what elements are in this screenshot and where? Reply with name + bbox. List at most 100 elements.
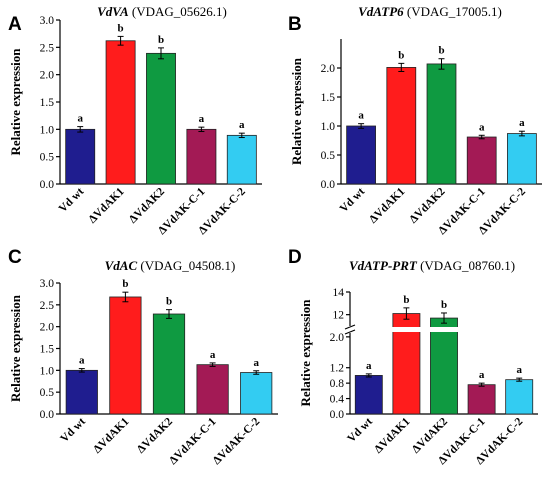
axis-break-mark bbox=[344, 329, 356, 335]
bar-4 bbox=[466, 136, 497, 185]
significance-label: a bbox=[199, 113, 205, 125]
significance-label: a bbox=[210, 349, 216, 361]
y-tick-label: 12 bbox=[333, 310, 345, 322]
chart-title-gene: VdVA bbox=[97, 4, 129, 19]
significance-label: b bbox=[398, 49, 404, 61]
panel-label: D bbox=[288, 247, 302, 268]
category-label: ΔVdAK-C-2 bbox=[211, 415, 263, 467]
y-axis-label: Relative expression bbox=[8, 294, 23, 402]
y-tick-label: 0.0 bbox=[330, 409, 345, 421]
chart-title: VdVA (VDAG_05626.1) bbox=[97, 4, 227, 19]
y-tick-label: 0.8 bbox=[330, 378, 345, 390]
panel-label: B bbox=[288, 14, 302, 35]
y-tick-label: 0.5 bbox=[40, 387, 55, 399]
significance-label: a bbox=[79, 355, 85, 367]
bar-1 bbox=[65, 369, 98, 415]
chart-title: VdAC (VDAG_04508.1) bbox=[105, 258, 236, 273]
chart-title-id: (VDAG_05626.1) bbox=[129, 4, 227, 19]
category-label: Vd wt bbox=[345, 416, 375, 446]
y-tick-label: 1.2 bbox=[330, 363, 345, 375]
y-tick-label: 3.0 bbox=[40, 278, 55, 290]
significance-label: a bbox=[479, 369, 485, 381]
bar-4 bbox=[467, 384, 496, 415]
significance-label: a bbox=[479, 121, 485, 133]
y-tick-label: 1.0 bbox=[321, 121, 336, 133]
y-tick-label: 0.5 bbox=[321, 150, 336, 162]
y-tick-label: 2.5 bbox=[40, 42, 55, 54]
panel-label: C bbox=[8, 247, 22, 268]
chart-title-id: (VDAG_17005.1) bbox=[404, 4, 502, 19]
category-label: ΔVdAK2 bbox=[407, 185, 447, 225]
chart-panel-c: C VdAC (VDAG_04508.1) Relative expression 0… bbox=[8, 247, 278, 467]
category-label: ΔVdAK1 bbox=[367, 185, 407, 225]
chart-title: VdATP6 (VDAG_17005.1) bbox=[358, 4, 502, 19]
y-tick-label: 2.0 bbox=[330, 332, 345, 344]
y-tick-label: 1.0 bbox=[40, 365, 55, 377]
category-label: ΔVdAK1 bbox=[91, 415, 131, 455]
significance-label: a bbox=[253, 357, 259, 369]
bar-3 bbox=[146, 52, 176, 185]
bar-1 bbox=[346, 125, 376, 185]
chart-title-id: (VDAG_04508.1) bbox=[137, 258, 235, 273]
y-tick-label: 3.0 bbox=[40, 15, 55, 27]
y-axis-label: Relative expression bbox=[298, 299, 313, 407]
bar-3 bbox=[430, 317, 458, 415]
bar-3 bbox=[426, 63, 457, 185]
bar-5 bbox=[505, 379, 534, 415]
bar-5 bbox=[226, 134, 257, 185]
bar-3 bbox=[152, 313, 186, 415]
category-label: ΔVdAK2 bbox=[135, 415, 175, 455]
bar-4 bbox=[196, 364, 229, 415]
significance-label: a bbox=[366, 360, 372, 372]
y-tick-label: 1.5 bbox=[321, 92, 336, 104]
chart-panel-b: B VdATP6 (VDAG_17005.1) Relative expressio… bbox=[288, 4, 542, 237]
bar-5 bbox=[240, 372, 273, 415]
category-label: ΔVdAK1 bbox=[372, 415, 412, 455]
bar-break-gap bbox=[391, 327, 421, 332]
significance-label: b bbox=[122, 278, 128, 290]
chart-title-id: (VDAG_08760.1) bbox=[417, 258, 515, 273]
category-label: Vd wt bbox=[338, 186, 368, 216]
category-label: Vd wt bbox=[58, 416, 88, 446]
y-tick-label: 14 bbox=[333, 287, 345, 299]
bar-5 bbox=[507, 133, 537, 185]
chart-title-gene: VdAC bbox=[105, 258, 138, 273]
chart-panel-a: A VdVA (VDAG_05626.1) Relative expression 0… bbox=[8, 4, 262, 237]
y-tick-label: 2.0 bbox=[321, 63, 336, 75]
y-tick-label: 1.5 bbox=[40, 97, 55, 109]
bar-1 bbox=[65, 128, 96, 185]
significance-label: b bbox=[118, 22, 124, 34]
axis-break-mark bbox=[344, 324, 356, 330]
bar-2 bbox=[386, 67, 417, 185]
y-tick-label: 1.0 bbox=[40, 124, 55, 136]
chart-title: VdATP-PRT (VDAG_08760.1) bbox=[349, 258, 515, 273]
significance-label: b bbox=[438, 45, 444, 57]
y-tick-label: 0.0 bbox=[40, 409, 55, 421]
significance-label: a bbox=[516, 364, 522, 376]
significance-label: b bbox=[403, 294, 409, 306]
y-tick-label: 0.0 bbox=[321, 179, 336, 191]
chart-title-gene: VdATP-PRT bbox=[349, 258, 418, 273]
bar-2 bbox=[105, 40, 136, 185]
category-label: Vd wt bbox=[57, 186, 87, 216]
y-tick-label: 1.5 bbox=[40, 344, 55, 356]
y-tick-label: 2.5 bbox=[40, 300, 55, 312]
bar-4 bbox=[186, 128, 217, 185]
significance-label: a bbox=[519, 117, 525, 129]
significance-label: a bbox=[239, 119, 245, 131]
category-label: ΔVdAK1 bbox=[86, 185, 126, 225]
significance-label: a bbox=[77, 113, 83, 125]
chart-panel-d: D VdATP-PRT (VDAG_08760.1) Relative expres… bbox=[288, 247, 538, 467]
y-tick-label: 2.0 bbox=[40, 70, 55, 82]
significance-label: a bbox=[358, 110, 364, 122]
significance-label: b bbox=[441, 299, 447, 311]
category-label: ΔVdAK2 bbox=[127, 185, 167, 225]
y-tick-label: 0.0 bbox=[40, 179, 55, 191]
panel-label: A bbox=[8, 14, 22, 35]
bar-break-gap bbox=[429, 327, 459, 332]
y-tick-label: 0.5 bbox=[40, 152, 55, 164]
significance-label: b bbox=[166, 296, 172, 308]
y-tick-label: 2.0 bbox=[40, 322, 55, 334]
y-axis-label: Relative expression bbox=[289, 57, 304, 165]
